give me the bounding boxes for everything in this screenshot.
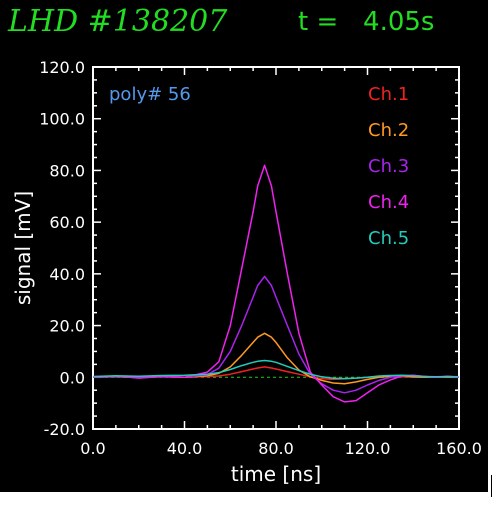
x-tick-label: 0.0 — [80, 439, 105, 458]
y-tick-label: 20.0 — [49, 317, 85, 336]
y-tick-label: 100.0 — [39, 110, 85, 129]
legend-label: Ch.2 — [368, 120, 409, 141]
series-lines — [92, 164, 460, 403]
x-axis-label: time [ns] — [231, 462, 321, 486]
x-tick-label: 120.0 — [345, 439, 391, 458]
y-tick-label: 80.0 — [49, 161, 85, 180]
legend: Ch.1 Ch.2 Ch.3 Ch.4 Ch.5 — [368, 84, 409, 249]
figure-panel: LHD #138207 t = 4.05s 0.0 40.0 80.0 120.0 16… — [0, 0, 492, 497]
y-tick-label: 40.0 — [49, 265, 85, 284]
shot-title: LHD #138207 — [8, 4, 228, 39]
y-tick-label: -20.0 — [44, 420, 85, 439]
legend-label: Ch.4 — [368, 192, 409, 213]
x-tick-labels: 0.0 40.0 80.0 120.0 160.0 — [80, 439, 482, 458]
y-axis-label: signal [mV] — [11, 191, 35, 305]
legend-label: Ch.5 — [368, 228, 409, 249]
legend-label: Ch.1 — [368, 84, 409, 105]
y-tick-marks — [93, 66, 459, 430]
y-tick-label: 120.0 — [39, 58, 85, 77]
x-tick-label: 40.0 — [167, 439, 203, 458]
chart: 0.0 40.0 80.0 120.0 160.0 -20.00.020.040.060… — [11, 58, 482, 486]
y-tick-label: 60.0 — [49, 213, 85, 232]
divider — [491, 475, 492, 497]
series-line-ch5 — [92, 359, 460, 380]
y-tick-label: 0.0 — [60, 368, 85, 387]
x-tick-label: 80.0 — [258, 439, 294, 458]
poly-annotation: poly# 56 — [109, 84, 191, 105]
x-tick-label: 160.0 — [436, 439, 482, 458]
y-tick-labels: -20.0 0.0 20.0 40.0 60.0 80.0 100.0 120.0 — [39, 58, 85, 439]
legend-label: Ch.3 — [368, 156, 409, 177]
x-tick-marks — [92, 67, 460, 429]
time-label: t = 4.05s — [298, 7, 435, 37]
